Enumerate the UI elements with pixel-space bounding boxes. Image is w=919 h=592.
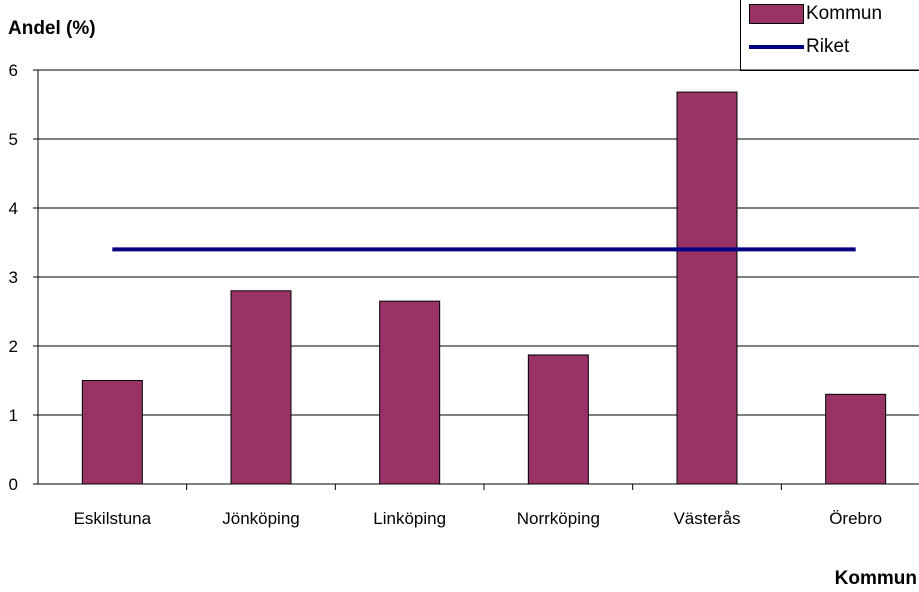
y-tick-label: 2 — [9, 337, 18, 356]
x-tick-label: Norrköping — [517, 509, 600, 528]
bar — [230, 290, 292, 485]
y-tick-label: 1 — [9, 406, 18, 425]
legend-label-kommun: Kommun — [806, 3, 883, 24]
y-tick-label: 6 — [9, 61, 18, 80]
y-tick-label: 0 — [9, 475, 18, 494]
legend-item-riket: Riket — [741, 35, 849, 59]
x-tick-label: Jönköping — [222, 509, 300, 528]
x-tick-label: Örebro — [829, 509, 882, 528]
legend-swatch-riket — [749, 45, 804, 49]
legend: Kommun Riket — [740, 0, 919, 71]
legend-label-riket: Riket — [806, 36, 850, 57]
bar — [825, 393, 887, 485]
x-tick-label: Eskilstuna — [74, 509, 152, 528]
y-tick-label: 3 — [9, 268, 18, 287]
legend-swatch-kommun — [749, 4, 804, 24]
bar — [81, 380, 143, 485]
x-tick-label: Västerås — [673, 509, 740, 528]
bar — [379, 300, 441, 485]
y-tick-label: 5 — [9, 130, 18, 149]
x-axis-title: Kommun — [834, 568, 917, 589]
y-axis-title: Andel (%) — [8, 18, 96, 39]
legend-item-kommun: Kommun — [741, 2, 882, 26]
bar — [676, 91, 738, 485]
y-tick-label: 4 — [9, 199, 18, 218]
x-tick-label: Linköping — [373, 509, 446, 528]
bar — [527, 354, 589, 485]
